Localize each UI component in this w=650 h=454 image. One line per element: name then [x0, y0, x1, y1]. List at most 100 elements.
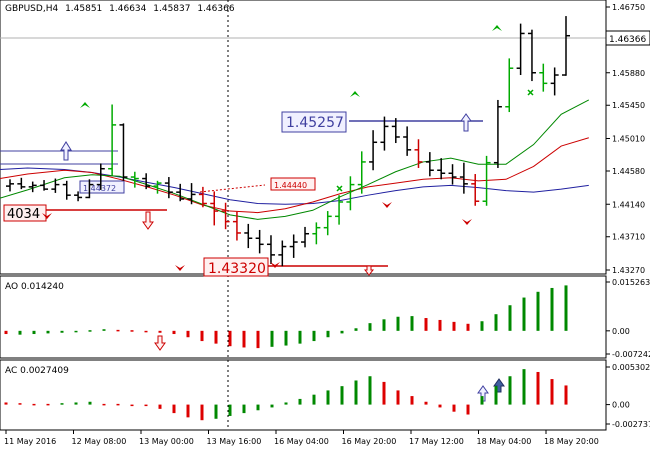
histogram-bar [102, 403, 106, 406]
histogram-bar [158, 404, 162, 409]
price-box-1-44440-rect [270, 177, 316, 191]
ac-up-arrow-icon [477, 385, 489, 402]
time-tick-label: 18 May 04:00 [477, 437, 532, 446]
histogram-bar [102, 329, 106, 331]
main-price-axis: 1.46750 1.45880 1.45450 1.45010 1.44580 1.441… [606, 3, 645, 275]
histogram-bar [522, 369, 526, 405]
histogram-bar [200, 330, 204, 342]
histogram-bar [88, 401, 92, 405]
histogram-bar [438, 404, 442, 408]
current-price-box [605, 30, 650, 46]
histogram-bar [452, 404, 456, 412]
histogram-bar [214, 404, 218, 419]
histogram-bar [410, 396, 414, 405]
fractal-down-icon [42, 213, 52, 219]
histogram-bar [214, 330, 218, 344]
signal-arrows [60, 113, 505, 402]
time-tick-label: 11 May 2016 [4, 437, 56, 446]
histogram-bar [32, 403, 36, 406]
histogram-bar [186, 404, 190, 418]
histogram-bar [466, 404, 470, 415]
price-tick-label: 1.43270 [612, 266, 645, 275]
fractal-down-icon [175, 265, 185, 271]
time-tick-label: 13 May 00:00 [139, 437, 194, 446]
price-box-1-45257-rect [281, 111, 347, 133]
ao-label: AO 0.014240 [5, 282, 64, 292]
price-tick-label: 1.46750 [612, 3, 645, 12]
histogram-bar [60, 403, 64, 405]
time-tick-label: 17 May 12:00 [409, 437, 464, 446]
histogram-bar [256, 330, 260, 349]
histogram-bar [242, 330, 246, 348]
ao-axis: 0.015263 0.00 -0.007242 [606, 278, 650, 359]
price-tick-label: 1.43710 [612, 233, 645, 242]
symbol-text: GBPUSD [5, 4, 43, 14]
histogram-bar [550, 287, 554, 331]
ao-down-arrow-icon [154, 335, 166, 351]
price-box-1-44372: 1.44372 [79, 180, 125, 194]
histogram-bar [536, 371, 540, 405]
timeframe-text: H4 [46, 4, 59, 14]
hollow-down-arrow-icon [363, 265, 375, 276]
fractal-down-icon [382, 202, 392, 208]
histogram-bar [228, 404, 232, 416]
histogram-bar [382, 319, 386, 331]
fractal-up-icon [492, 25, 502, 31]
histogram-bar [312, 330, 316, 342]
histogram-bar [130, 404, 134, 407]
current-price-tag: 1.46366 [0, 30, 650, 46]
histogram-bar [18, 403, 22, 405]
histogram-bar [130, 330, 134, 332]
histogram-bar [46, 330, 50, 334]
ao-pane-frame [0, 275, 607, 359]
price-tick-label: 1.45450 [612, 101, 645, 110]
ma-green-line [0, 99, 590, 220]
histogram-bar [536, 291, 540, 331]
histogram-bar [326, 390, 330, 405]
price-tick-label: 1.45880 [612, 69, 645, 78]
price-box-1-44440-text: 1.44440 [274, 181, 307, 190]
histogram-bar [298, 398, 302, 405]
price-box-1-44440: 1.44440 [270, 177, 316, 191]
histogram-bar [312, 394, 316, 405]
close-text: 1.46366 [197, 4, 234, 14]
histogram-bar [186, 330, 190, 338]
histogram-bar [256, 404, 260, 411]
price-tick-label: 1.44580 [612, 167, 645, 176]
current-price-label: 1.46366 [609, 35, 646, 45]
chart-title: GBPUSD,H4 1.45851 1.46634 1.45837 1.4636… [5, 4, 235, 14]
fractal-down-icon [462, 219, 472, 225]
hollow-down-arrow-icon [142, 211, 154, 230]
time-tick-label: 13 May 16:00 [207, 437, 262, 446]
histogram-bar [480, 321, 484, 331]
histogram-bar [200, 404, 204, 421]
time-tick-label: 16 May 20:00 [342, 437, 397, 446]
histogram-bar [270, 330, 274, 347]
histogram-bar [284, 402, 288, 405]
ac-axis: 0.005302 0.00 -0.002737 [606, 363, 650, 429]
price-tick-label: 1.45010 [612, 135, 645, 144]
histogram-bar [144, 330, 148, 333]
histogram-bar [32, 330, 36, 335]
histogram-bar [396, 316, 400, 331]
price-box-1-43320: 1.43320 [203, 257, 269, 277]
histogram-bar [354, 380, 358, 405]
histogram-bar [298, 330, 302, 344]
histogram-bar [172, 330, 176, 335]
histogram-bar [424, 318, 428, 331]
histogram-bar [74, 402, 78, 405]
histogram-bar [508, 376, 512, 405]
indicator-tick-label: 0.00 [612, 327, 630, 336]
indicator-tick-label: 0.015263 [612, 278, 650, 287]
histogram-bar [480, 396, 484, 405]
histogram-bar [466, 323, 470, 331]
time-axis: 11 May 2016 12 May 08:00 13 May 00:00 13 Ma… [4, 430, 599, 446]
price-bars [6, 16, 570, 267]
ac-histogram [4, 369, 568, 421]
moving-average-lines [0, 99, 590, 220]
price-box-1-43320-rect [203, 257, 269, 277]
histogram-bar [494, 314, 498, 331]
histogram-bar [158, 330, 162, 333]
